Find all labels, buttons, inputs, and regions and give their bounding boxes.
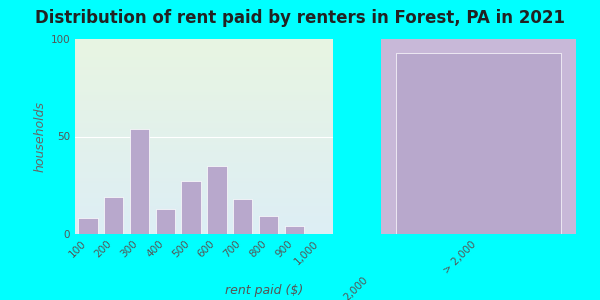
Text: Distribution of rent paid by renters in Forest, PA in 2021: Distribution of rent paid by renters in … bbox=[35, 9, 565, 27]
Text: rent paid ($): rent paid ($) bbox=[225, 284, 303, 297]
Bar bbox=[284, 226, 304, 234]
Text: 2,000: 2,000 bbox=[342, 274, 370, 300]
Bar bbox=[395, 53, 562, 234]
Bar bbox=[233, 199, 253, 234]
Bar bbox=[181, 181, 201, 234]
Bar bbox=[207, 166, 227, 234]
Bar bbox=[78, 218, 98, 234]
Bar bbox=[259, 217, 278, 234]
Bar bbox=[130, 129, 149, 234]
Bar bbox=[155, 209, 175, 234]
Y-axis label: households: households bbox=[34, 101, 46, 172]
Bar bbox=[104, 197, 124, 234]
